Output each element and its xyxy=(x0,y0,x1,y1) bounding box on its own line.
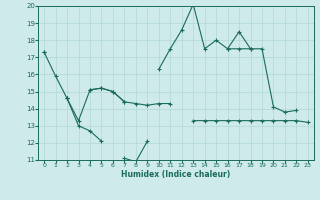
X-axis label: Humidex (Indice chaleur): Humidex (Indice chaleur) xyxy=(121,170,231,179)
